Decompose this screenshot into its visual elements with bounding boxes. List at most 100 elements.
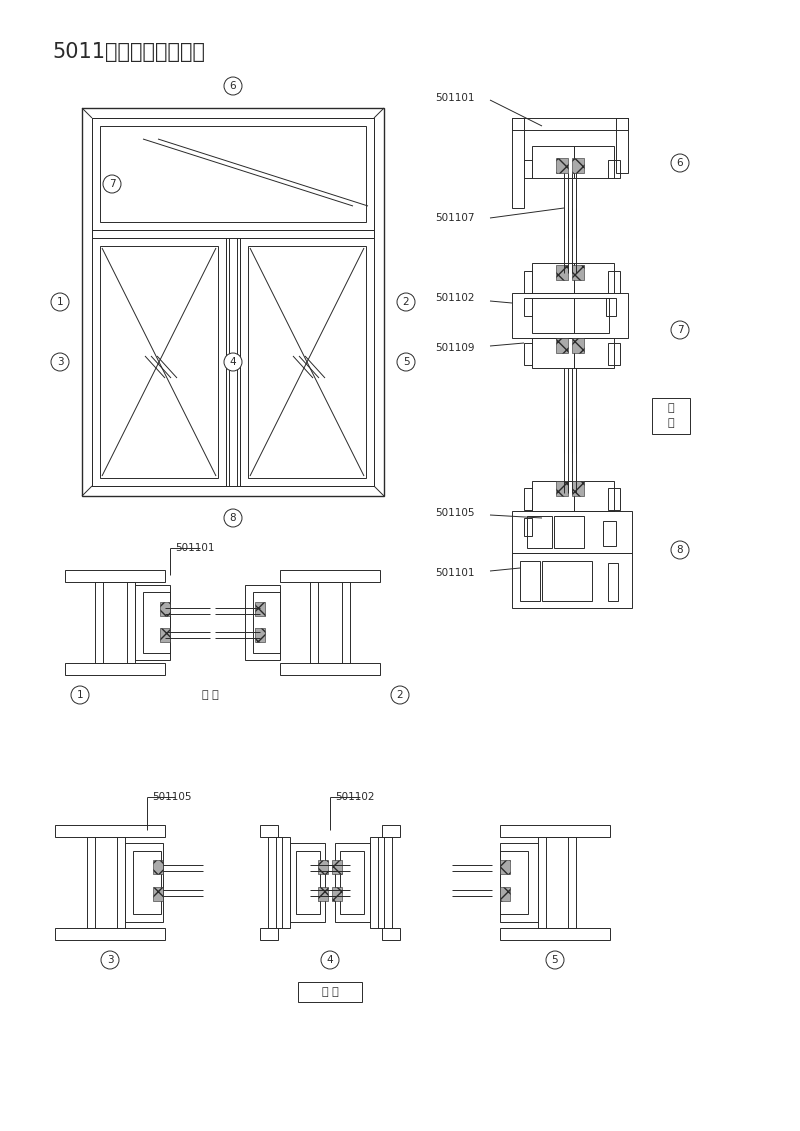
Bar [280, 663, 380, 675]
Circle shape [71, 687, 89, 703]
Bar [500, 887, 510, 901]
Bar [143, 592, 170, 653]
Text: 2: 2 [397, 690, 403, 700]
Circle shape [397, 353, 415, 371]
Text: 1: 1 [57, 297, 63, 307]
Circle shape [671, 541, 689, 559]
Circle shape [321, 951, 339, 969]
Bar [556, 338, 568, 353]
Bar [340, 851, 364, 914]
Text: 7: 7 [109, 179, 115, 189]
Circle shape [671, 154, 689, 172]
Text: 室 外: 室 外 [202, 690, 218, 700]
Bar [556, 265, 568, 280]
Bar [500, 851, 528, 914]
Bar [512, 118, 524, 208]
Bar [290, 843, 325, 922]
Bar [378, 837, 384, 929]
Text: 501107: 501107 [435, 213, 474, 223]
Bar [606, 297, 616, 316]
Text: 3: 3 [106, 955, 114, 965]
Bar [572, 158, 584, 173]
Bar [268, 837, 290, 929]
Bar [92, 118, 374, 486]
Bar [82, 107, 384, 497]
Bar [103, 582, 127, 663]
Bar [608, 563, 618, 601]
Bar [512, 511, 632, 553]
Bar [229, 238, 237, 486]
Bar [100, 126, 366, 222]
Bar [572, 338, 584, 353]
Circle shape [397, 293, 415, 311]
Bar [574, 297, 609, 333]
Bar [556, 158, 568, 173]
Text: 4: 4 [326, 955, 334, 965]
Bar [532, 264, 574, 293]
Bar [92, 230, 374, 238]
Text: 5011系列平开窗结构图: 5011系列平开窗结构图 [52, 42, 205, 62]
Bar [532, 297, 574, 333]
Text: 501105: 501105 [152, 792, 191, 802]
Bar [574, 146, 614, 178]
Bar [546, 837, 568, 929]
Bar [160, 602, 170, 616]
Bar [500, 843, 538, 922]
Bar [500, 824, 610, 837]
Text: 室: 室 [668, 403, 674, 413]
Bar [608, 271, 620, 293]
Bar [240, 238, 374, 486]
Bar [125, 843, 163, 922]
Bar [255, 602, 265, 616]
Text: 4: 4 [230, 357, 236, 366]
Bar [248, 247, 366, 478]
Bar [512, 553, 632, 608]
Bar [310, 582, 350, 663]
Bar [260, 929, 278, 940]
Circle shape [224, 509, 242, 527]
Text: 501101: 501101 [435, 568, 474, 578]
Bar [574, 264, 614, 293]
Text: 8: 8 [230, 513, 236, 523]
Bar [572, 481, 584, 497]
Bar [87, 837, 125, 929]
Circle shape [546, 951, 564, 969]
Bar [65, 663, 165, 675]
Bar [153, 887, 163, 901]
Bar [652, 398, 690, 434]
Circle shape [101, 951, 119, 969]
Bar [332, 860, 342, 874]
Bar [95, 837, 117, 929]
Bar [260, 824, 278, 837]
Circle shape [671, 321, 689, 339]
Bar [554, 516, 584, 549]
Bar [382, 929, 400, 940]
Bar [92, 238, 226, 486]
Bar [276, 837, 282, 929]
Text: 6: 6 [677, 158, 683, 169]
Bar [524, 297, 532, 316]
Bar [382, 824, 400, 837]
Text: 501109: 501109 [435, 343, 474, 353]
Bar [95, 582, 135, 663]
Bar [318, 887, 328, 901]
Bar [255, 628, 265, 642]
Bar [100, 247, 218, 478]
Bar [532, 146, 574, 178]
Bar [318, 860, 328, 874]
Text: 室 外: 室 外 [322, 987, 338, 998]
Bar [520, 561, 540, 601]
Bar [574, 338, 614, 368]
Bar [245, 585, 280, 661]
Bar [160, 628, 170, 642]
Text: 3: 3 [57, 357, 63, 366]
Bar [253, 592, 280, 653]
Bar [332, 887, 342, 901]
Bar [226, 238, 240, 486]
Bar [603, 521, 616, 546]
Bar [532, 481, 574, 511]
Text: 5: 5 [402, 357, 410, 366]
Bar [135, 585, 170, 661]
Circle shape [224, 77, 242, 95]
Circle shape [224, 353, 242, 371]
